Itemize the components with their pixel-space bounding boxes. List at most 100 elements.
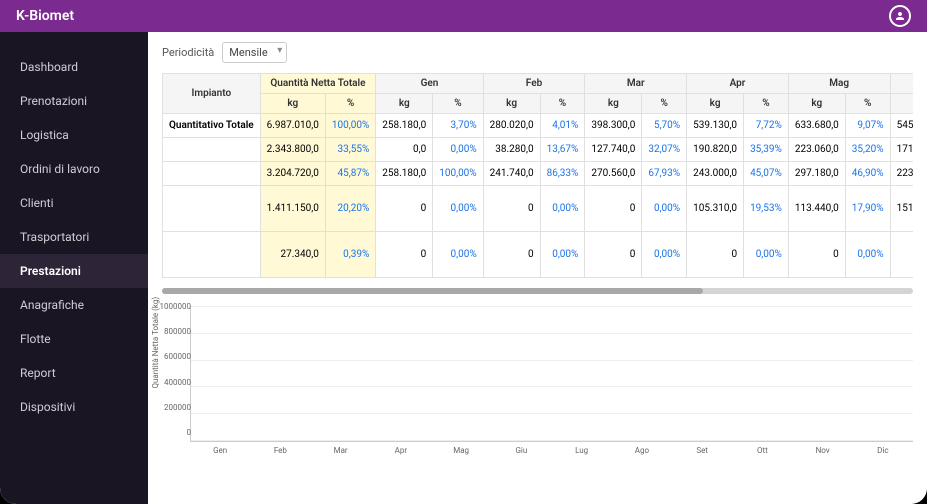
row-label [163,186,261,232]
chart: Quantità Netta Totale (kg) 1000000800000… [162,302,913,466]
table-subheader: % [433,94,483,114]
table-cell: 0,00% [744,232,789,278]
table-cell: 38.280,0 [483,138,540,162]
table-cell: 7,72% [744,114,789,138]
table-subheader: % [642,94,687,114]
sidebar-item-prestazioni[interactable]: Prestazioni [0,254,148,288]
table-subheader: kg [687,94,744,114]
row-label: Quantitativo Totale [163,114,261,138]
table-cell: 0 [585,186,642,232]
sidebar-item-trasportatori[interactable]: Trasportatori [0,220,148,254]
table-row: 27.340,00,39%00,00%00,00%00,00%00,00%00,… [163,232,914,278]
table-cell: 5,70% [642,114,687,138]
sidebar-item-prenotazioni[interactable]: Prenotazioni [0,84,148,118]
topbar: K-Biomet [0,0,927,32]
table-cell: 398.300,0 [585,114,642,138]
table-cell: 0,39% [325,232,375,278]
table-cell: 105.310,0 [687,186,744,232]
table-cell: 0 [788,232,845,278]
sidebar-item-clienti[interactable]: Clienti [0,186,148,220]
table-cell: 243.000,0 [687,162,744,186]
table-row: 2.343.800,033,55%0,00,00%38.280,013,67%1… [163,138,914,162]
table-header: Apr [687,74,789,94]
table-cell: 0,00% [845,232,890,278]
table-cell: 3.204.720,0 [260,162,325,186]
sidebar-item-dashboard[interactable]: Dashboard [0,50,148,84]
table-cell: 0,00% [433,232,483,278]
sidebar-item-ordini-di-lavoro[interactable]: Ordini di lavoro [0,152,148,186]
table-subheader: kg [890,94,913,114]
table-header: Gen [376,74,483,94]
chart-x-label: Nov [793,446,853,455]
chart-plot-area: 10000008000006000004000002000000 [190,306,913,442]
table-cell: 2.343.800,0 [260,138,325,162]
chart-x-label: Feb [250,446,310,455]
table-cell: 35,20% [845,138,890,162]
period-label: Periodicità [162,46,214,59]
table-cell: 151.450,0 [890,186,913,232]
table-cell: 258.180,0 [376,162,433,186]
table-cell: 258.180,0 [376,114,433,138]
table-cell: 6.987.010,0 [260,114,325,138]
table-cell: 241.740,0 [483,162,540,186]
row-label [163,162,261,186]
sidebar-item-report[interactable]: Report [0,356,148,390]
table-cell: 0,00% [433,186,483,232]
table-cell: 0,00% [433,138,483,162]
chart-x-labels: GenFebMarAprMagGiuLugAgoSetOttNovDic [190,446,913,455]
table-row: Quantitativo Totale6.987.010,0100,00%258… [163,114,914,138]
table-cell: 223.060,0 [788,138,845,162]
table-cell: 113.440,0 [788,186,845,232]
chart-x-label: Set [672,446,732,455]
scrollbar-thumb[interactable] [162,288,703,294]
table-cell: 0 [483,186,540,232]
chart-x-label: Ago [612,446,672,455]
table-cell: 45,07% [744,162,789,186]
user-avatar-icon[interactable] [889,5,911,27]
chart-x-label: Lug [552,446,612,455]
chart-x-label: Dic [853,446,913,455]
table-cell: 0,00% [540,232,585,278]
data-table: ImpiantoQuantità Netta TotaleGenFebMarAp… [162,73,913,278]
table-cell: 190.820,0 [687,138,744,162]
table-cell: 1.411.150,0 [260,186,325,232]
table-cell: 19,53% [744,186,789,232]
table-subheader: kg [260,94,325,114]
chart-x-label: Apr [371,446,431,455]
table-cell: 0 [585,232,642,278]
horizontal-scrollbar[interactable] [162,288,913,294]
table-header: Giu [890,74,913,94]
table-subheader: % [744,94,789,114]
table-cell: 633.680,0 [788,114,845,138]
table-cell: 171.240,0 [890,138,913,162]
sidebar-item-logistica[interactable]: Logistica [0,118,148,152]
table-cell: 13,67% [540,138,585,162]
chart-x-label: Gen [190,446,250,455]
table-subheader: kg [483,94,540,114]
table-cell: 4,01% [540,114,585,138]
table-header: Impianto [163,74,261,114]
table-cell: 545.990,0 [890,114,913,138]
sidebar-item-anagrafiche[interactable]: Anagrafiche [0,288,148,322]
row-label [163,232,261,278]
table-cell: 45,87% [325,162,375,186]
table-cell: 17,90% [845,186,890,232]
table-cell: 32,07% [642,138,687,162]
table-cell: 35,39% [744,138,789,162]
data-table-wrapper: ImpiantoQuantità Netta TotaleGenFebMarAp… [162,73,913,278]
chart-x-label: Ott [732,446,792,455]
table-cell: 20,20% [325,186,375,232]
table-subheader: kg [376,94,433,114]
table-cell: 46,90% [845,162,890,186]
table-cell: 0,0 [376,138,433,162]
brand-title: K-Biomet [16,8,74,24]
chart-bars [191,306,913,441]
period-select[interactable]: Mensile [222,42,287,63]
table-subheader: % [325,94,375,114]
sidebar-item-dispositivi[interactable]: Dispositivi [0,390,148,424]
table-row: 3.204.720,045,87%258.180,0100,00%241.740… [163,162,914,186]
table-cell: 0 [687,232,744,278]
sidebar-item-flotte[interactable]: Flotte [0,322,148,356]
chart-x-label: Mag [431,446,491,455]
table-cell: 539.130,0 [687,114,744,138]
